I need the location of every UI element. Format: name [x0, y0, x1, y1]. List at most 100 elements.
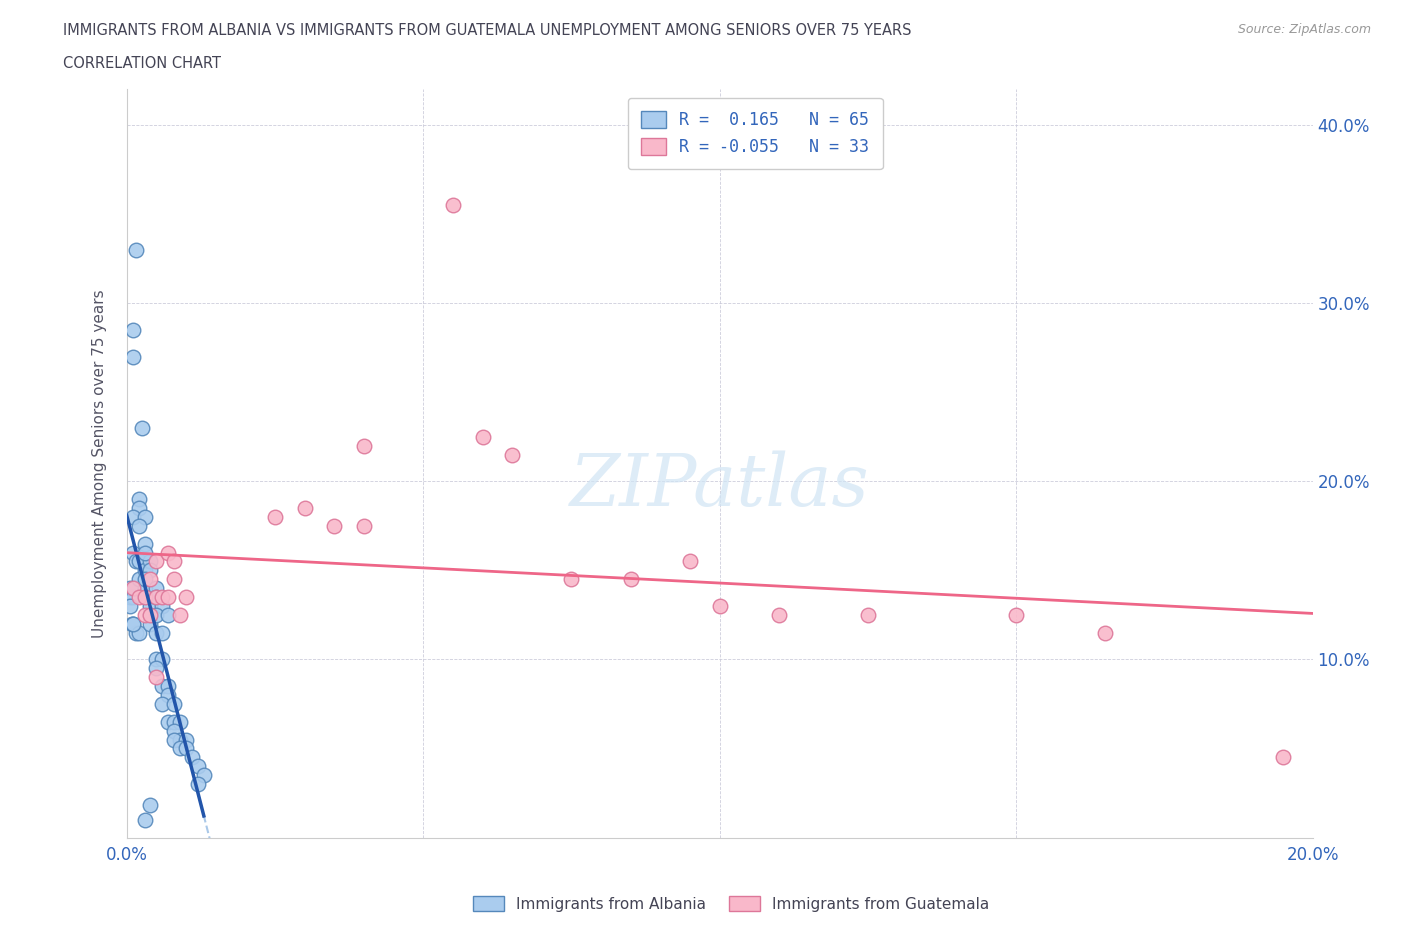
Point: [128, 572, 150, 587]
Point: [181, 750, 204, 764]
Point: [169, 741, 191, 756]
Point: [124, 554, 146, 569]
Point: [145, 670, 167, 684]
Point: [128, 500, 150, 515]
Text: IMMIGRANTS FROM ALBANIA VS IMMIGRANTS FROM GUATEMALA UNEMPLOYMENT AMONG SENIORS : IMMIGRANTS FROM ALBANIA VS IMMIGRANTS FR…: [63, 23, 911, 38]
Point: [150, 590, 173, 604]
Point: [134, 590, 156, 604]
Point: [353, 518, 375, 533]
Point: [323, 518, 346, 533]
Point: [134, 812, 156, 827]
Point: [193, 768, 215, 783]
Point: [1005, 607, 1028, 622]
Point: [856, 607, 879, 622]
Point: [139, 607, 162, 622]
Point: [139, 617, 162, 631]
Point: [118, 580, 141, 595]
Point: [121, 617, 143, 631]
Point: [150, 625, 173, 640]
Point: [157, 687, 180, 702]
Point: [139, 607, 162, 622]
Point: [121, 617, 143, 631]
Point: [134, 572, 156, 587]
Point: [169, 607, 191, 622]
Point: [121, 510, 143, 525]
Point: [145, 625, 167, 640]
Point: [145, 607, 167, 622]
Point: [139, 554, 162, 569]
Point: [1271, 750, 1294, 764]
Point: [121, 617, 143, 631]
Point: [118, 590, 141, 604]
Point: [163, 714, 186, 729]
Point: [150, 697, 173, 711]
Point: [122, 580, 145, 595]
Text: ZIPatlas: ZIPatlas: [569, 451, 869, 521]
Legend: R =  0.165   N = 65, R = -0.055   N = 33: R = 0.165 N = 65, R = -0.055 N = 33: [627, 98, 883, 169]
Point: [157, 545, 180, 560]
Point: [620, 572, 643, 587]
Point: [134, 590, 156, 604]
Point: [121, 349, 143, 364]
Point: [768, 607, 790, 622]
Point: [157, 714, 180, 729]
Point: [174, 590, 197, 604]
Point: [560, 572, 582, 587]
Point: [124, 243, 146, 258]
Point: [169, 714, 191, 729]
Point: [163, 572, 186, 587]
Point: [501, 447, 523, 462]
Point: [187, 759, 209, 774]
Point: [145, 661, 167, 676]
Point: [134, 554, 156, 569]
Text: Source: ZipAtlas.com: Source: ZipAtlas.com: [1237, 23, 1371, 36]
Point: [121, 545, 143, 560]
Point: [124, 625, 146, 640]
Point: [174, 741, 197, 756]
Point: [294, 500, 316, 515]
Point: [471, 430, 494, 445]
Legend: Immigrants from Albania, Immigrants from Guatemala: Immigrants from Albania, Immigrants from…: [467, 889, 995, 918]
Point: [174, 732, 197, 747]
Point: [139, 572, 162, 587]
Point: [187, 777, 209, 791]
Point: [163, 724, 186, 738]
Point: [1094, 625, 1116, 640]
Point: [118, 599, 141, 614]
Point: [145, 652, 167, 667]
Point: [134, 580, 156, 595]
Point: [128, 625, 150, 640]
Point: [353, 438, 375, 453]
Point: [134, 537, 156, 551]
Point: [139, 599, 162, 614]
Text: CORRELATION CHART: CORRELATION CHART: [63, 56, 221, 71]
Point: [157, 607, 180, 622]
Point: [128, 554, 150, 569]
Point: [121, 323, 143, 338]
Point: [145, 554, 167, 569]
Point: [131, 420, 153, 435]
Point: [121, 580, 143, 595]
Point: [139, 563, 162, 578]
Point: [134, 563, 156, 578]
Point: [264, 510, 287, 525]
Point: [145, 580, 167, 595]
Point: [145, 590, 167, 604]
Point: [169, 732, 191, 747]
Point: [139, 798, 162, 813]
Point: [128, 590, 150, 604]
Point: [163, 554, 186, 569]
Point: [134, 545, 156, 560]
Point: [157, 679, 180, 694]
Y-axis label: Unemployment Among Seniors over 75 years: Unemployment Among Seniors over 75 years: [93, 289, 107, 638]
Point: [679, 554, 702, 569]
Point: [150, 652, 173, 667]
Point: [150, 679, 173, 694]
Point: [163, 732, 186, 747]
Point: [134, 510, 156, 525]
Point: [709, 599, 731, 614]
Point: [145, 590, 167, 604]
Point: [128, 492, 150, 507]
Point: [157, 590, 180, 604]
Point: [128, 518, 150, 533]
